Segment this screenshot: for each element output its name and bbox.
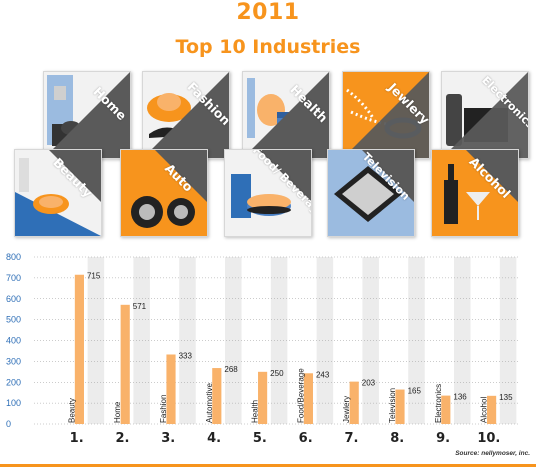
footer-rule: [0, 464, 536, 467]
rank-label: 2.: [115, 431, 129, 446]
rank-label: 3.: [161, 431, 175, 446]
jewlery-icon: [343, 72, 429, 158]
category-label: Electronics: [434, 384, 443, 423]
rank-label: 1.: [70, 431, 84, 446]
column-band: [408, 257, 425, 424]
value-label: 165: [408, 387, 422, 396]
tile-television: Television: [327, 149, 415, 237]
beauty-icon: [15, 150, 101, 236]
tile-jewlery: Jewlery: [342, 71, 430, 159]
rank-label: 9.: [436, 431, 450, 446]
rank-label: 6.: [299, 431, 313, 446]
tile-beauty: Beauty: [14, 149, 102, 237]
value-label: 268: [224, 365, 238, 374]
category-label: Health: [251, 400, 260, 423]
value-label: 136: [453, 393, 467, 402]
fashion-icon: [143, 72, 229, 158]
television-icon: [328, 150, 414, 236]
tile-alcohol: Alcohol: [431, 149, 519, 237]
category-label: Jewlery: [342, 396, 351, 423]
alcohol-icon: [432, 150, 518, 236]
y-tick-label: 800: [6, 252, 21, 262]
value-label: 333: [179, 351, 193, 360]
source-credit: Source: nellymoser, inc.: [455, 450, 530, 457]
rank-label: 8.: [390, 431, 404, 446]
category-label: Home: [113, 401, 122, 423]
bar: [212, 368, 222, 424]
value-label: 203: [362, 379, 376, 388]
value-label: 243: [316, 370, 330, 379]
column-band: [316, 257, 334, 424]
chart-year: 2011: [236, 0, 300, 25]
rank-label: 5.: [253, 431, 267, 446]
rank-label: 4.: [207, 431, 221, 446]
bar: [303, 373, 313, 424]
y-tick-label: 100: [6, 398, 21, 408]
y-tick-label: 200: [6, 377, 21, 387]
category-label: Food/Beverage: [296, 368, 305, 423]
column-band: [225, 257, 242, 424]
value-label: 715: [87, 272, 101, 281]
y-tick-label: 0: [6, 419, 11, 429]
health-icon: [243, 72, 329, 158]
tile-home: Home: [43, 71, 131, 159]
category-label: Fashion: [159, 395, 168, 423]
y-tick-label: 600: [6, 294, 21, 304]
bar: [74, 274, 84, 424]
category-label: Alcohol: [480, 397, 489, 423]
tile-auto: Auto: [120, 149, 208, 237]
value-label: 571: [133, 302, 147, 311]
value-label: 135: [499, 393, 513, 402]
rank-label: 7.: [344, 431, 358, 446]
tile-fashion: Fashion: [142, 71, 230, 159]
tile-electronics: Electronics: [441, 71, 529, 159]
y-tick-label: 700: [6, 273, 21, 283]
bar: [120, 304, 130, 424]
y-tick-label: 300: [6, 356, 21, 366]
category-label: Automotive: [205, 382, 214, 423]
y-tick-label: 500: [6, 315, 21, 325]
column-band: [87, 257, 105, 424]
chart-title: Top 10 Industries: [175, 36, 361, 58]
y-tick-label: 400: [6, 336, 21, 346]
electronics-icon: [442, 72, 528, 158]
food-beverage-icon: [225, 150, 311, 236]
column-band: [133, 257, 150, 424]
bar: [487, 395, 497, 424]
category-label: Television: [388, 388, 397, 423]
auto-icon: [121, 150, 207, 236]
bar: [166, 354, 176, 424]
bar: [258, 371, 268, 424]
bar: [395, 389, 405, 424]
category-label: Beauty: [67, 398, 76, 423]
column-band: [270, 257, 288, 424]
rank-label: 10.: [477, 431, 500, 446]
bar: [349, 381, 359, 424]
home-icon: [44, 72, 130, 158]
value-label: 250: [270, 369, 284, 378]
tile-health: Health: [242, 71, 330, 159]
tile-food-beverage: Food/ Beverage: [224, 149, 312, 237]
bar: [441, 395, 451, 424]
